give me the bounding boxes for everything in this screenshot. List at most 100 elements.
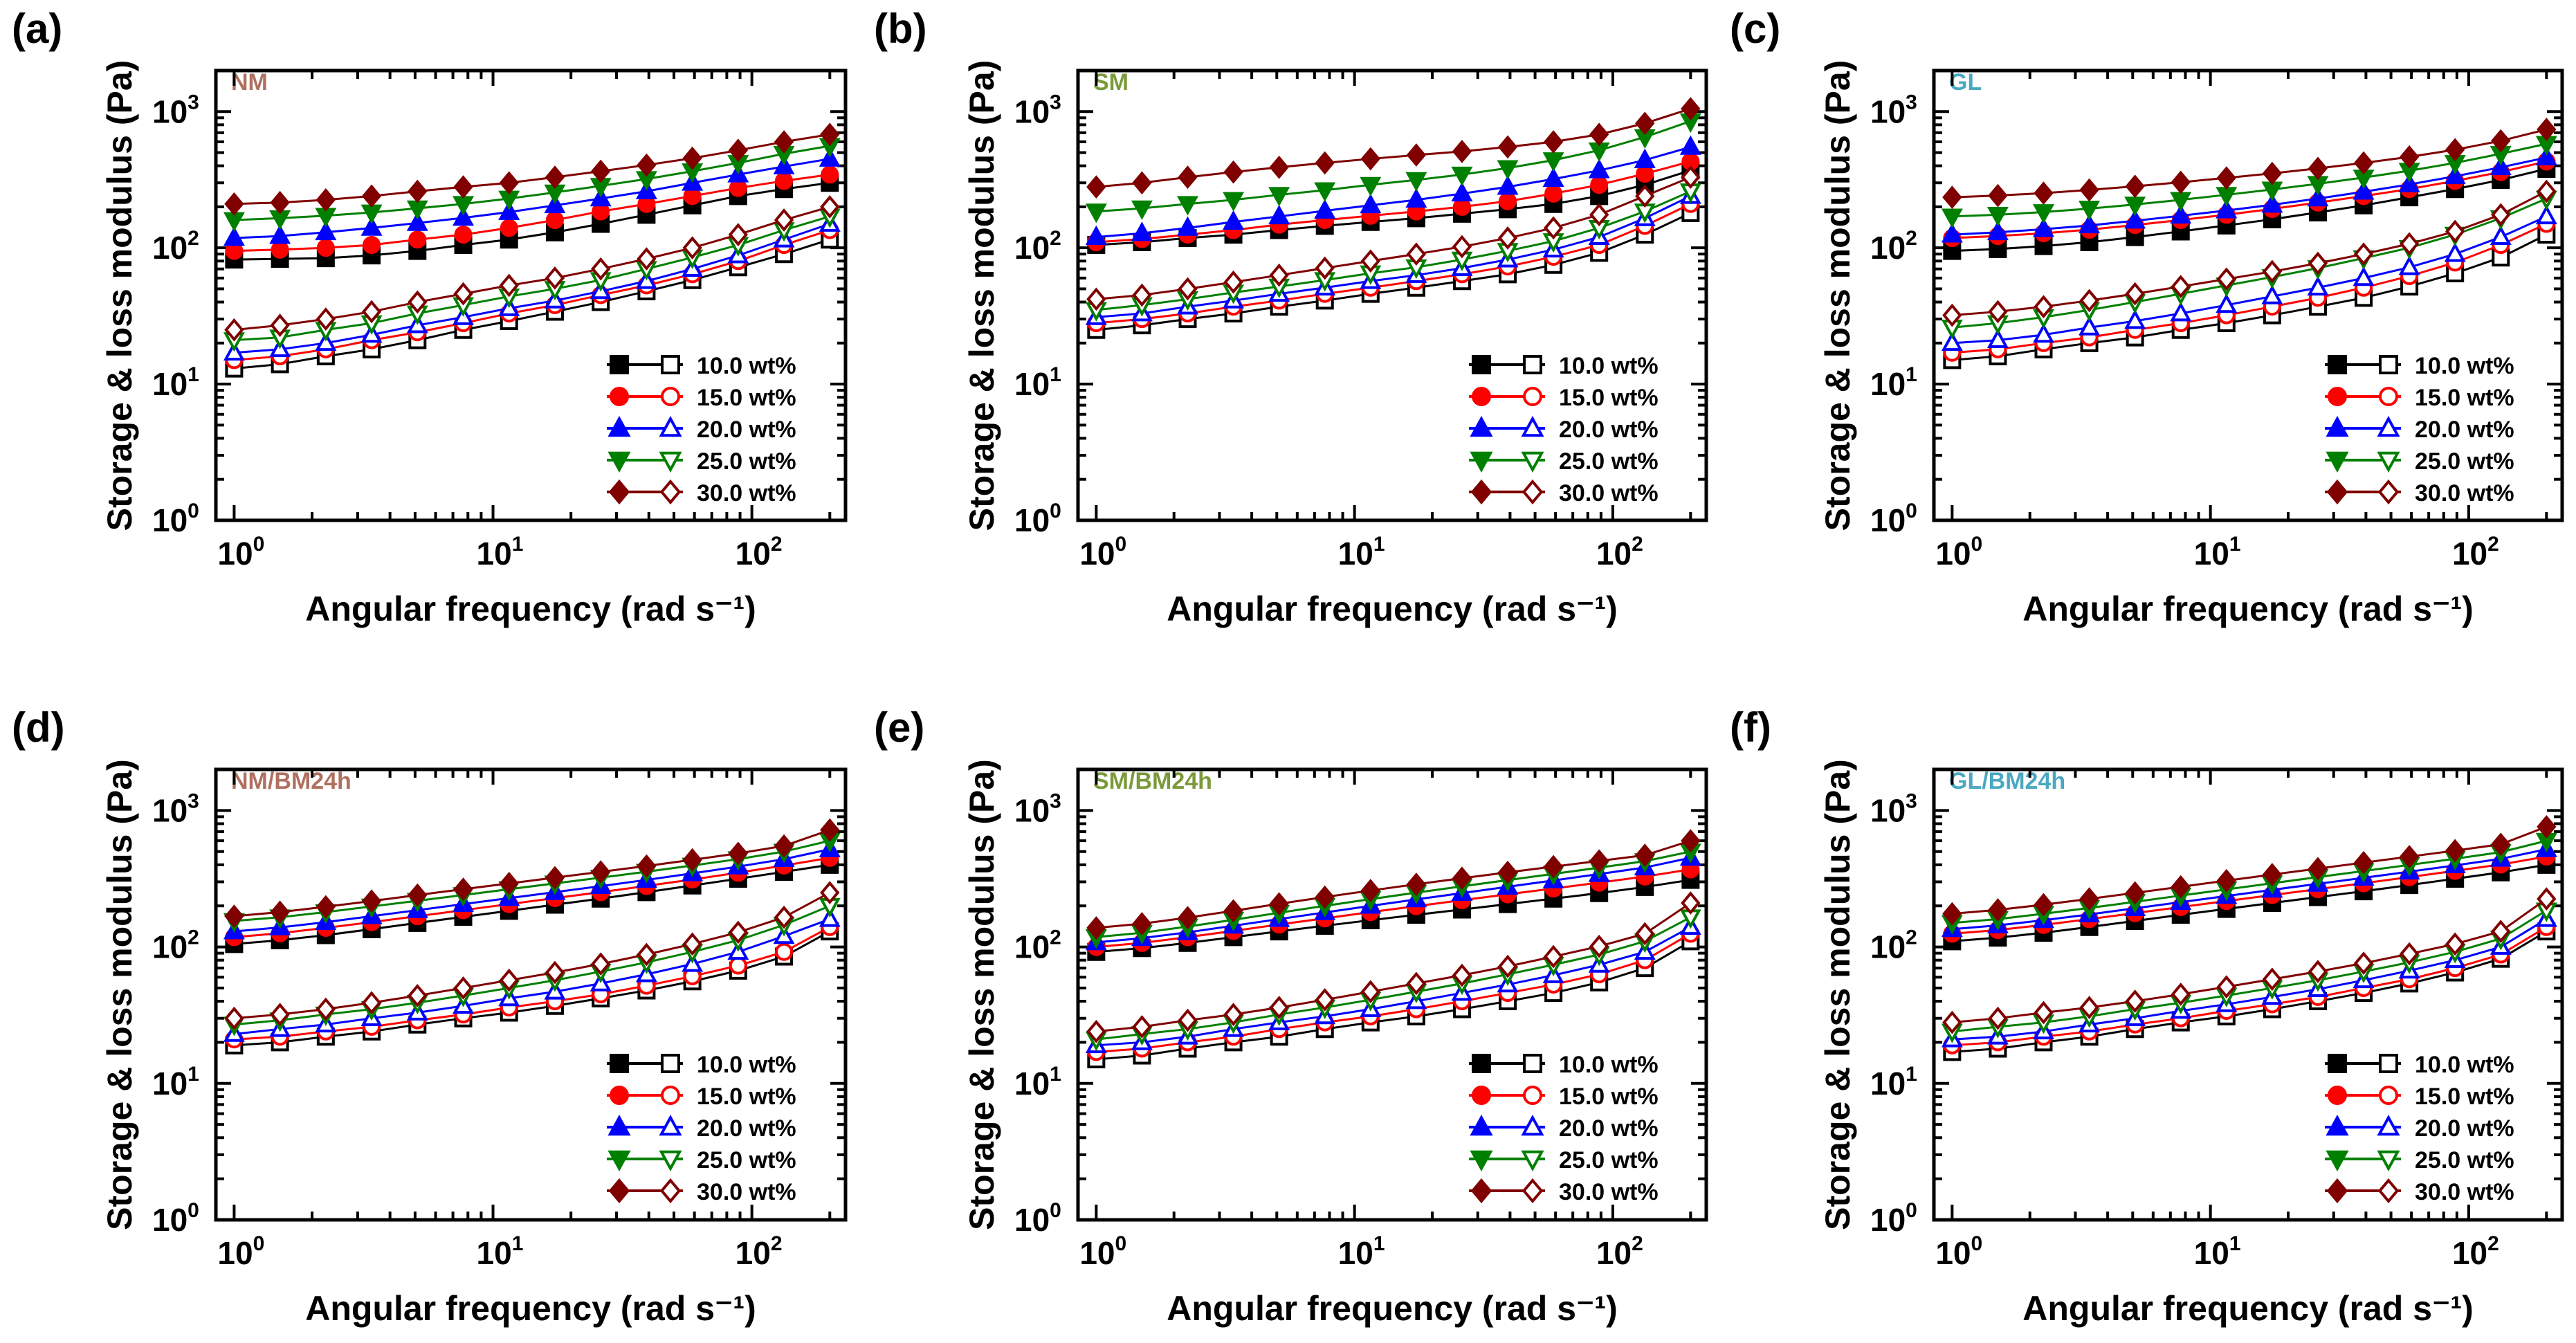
storage-point	[1988, 898, 2008, 922]
loss-modulus-line	[234, 904, 830, 1026]
storage-point	[2262, 161, 2283, 185]
y-tick-label: 102	[152, 227, 199, 266]
loss-modulus-line	[1096, 926, 1692, 1047]
panel-label: (f)	[1730, 704, 1771, 751]
storage-point	[270, 190, 290, 214]
legend-entry: 15.0 wt%	[2325, 385, 2514, 411]
storage-point	[2125, 881, 2145, 905]
storage-point	[406, 211, 428, 231]
legend-open-marker	[2377, 451, 2400, 473]
loss-modulus-line	[234, 917, 830, 1035]
loss-point	[2353, 242, 2374, 266]
legend-open-marker	[659, 1178, 682, 1204]
legend-filled-marker	[608, 1115, 631, 1136]
x-tick-label: 100	[1079, 533, 1126, 572]
storage-point	[2034, 181, 2054, 205]
y-tick-label: 102	[1870, 926, 1917, 965]
legend-filled-marker	[1470, 451, 1493, 473]
loss-point	[1589, 934, 1609, 958]
storage-point	[499, 171, 519, 195]
x-tick-label: 102	[736, 1232, 783, 1271]
storage-point	[1452, 197, 1471, 216]
series-20-0wt	[223, 837, 841, 1042]
loss-point	[2399, 232, 2420, 256]
storage-point	[2444, 164, 2466, 185]
legend-open-marker	[659, 1115, 682, 1136]
storage-point	[1177, 196, 1198, 216]
legend-entry: 10.0 wt%	[607, 353, 796, 379]
storage-point	[500, 219, 518, 237]
legend-filled-marker	[1470, 416, 1493, 437]
legend-open-marker	[661, 1054, 680, 1073]
legend-filled-marker	[1471, 1086, 1492, 1105]
legend-open-marker	[2378, 387, 2399, 406]
legend-filled-marker	[1470, 1178, 1492, 1204]
panel-label: (c)	[1730, 6, 1780, 52]
y-axis-label: Storage & loss modulus (Pa)	[962, 60, 1001, 531]
y-tick-label: 101	[152, 1063, 199, 1102]
loss-point	[1178, 277, 1198, 301]
series-30-0wt	[1942, 815, 2557, 1034]
storage-point	[1635, 111, 1655, 136]
panel-label: (e)	[874, 704, 924, 751]
loss-point	[2216, 293, 2238, 313]
legend-open-marker	[1521, 1150, 1544, 1171]
sample-label: SM	[1093, 69, 1129, 95]
legend-label: 15.0 wt%	[1559, 385, 1659, 411]
loss-point	[316, 997, 336, 1021]
storage-modulus-line	[1096, 857, 1691, 944]
storage-point	[2079, 178, 2099, 202]
storage-point	[224, 904, 244, 928]
loss-point	[1315, 256, 1335, 280]
loss-point	[2171, 983, 2191, 1006]
series-20-0wt	[223, 147, 841, 361]
legend-label: 10.0 wt%	[2415, 353, 2514, 379]
loss-point	[361, 300, 382, 324]
x-tick-label: 101	[1338, 533, 1385, 572]
storage-point	[2079, 201, 2101, 221]
storage-modulus-line	[234, 839, 830, 922]
storage-point	[2171, 170, 2191, 194]
loss-point	[224, 318, 244, 342]
storage-point	[820, 122, 840, 147]
legend-filled-marker	[1470, 1115, 1493, 1136]
loss-point	[2125, 282, 2145, 306]
chart-panel-a: (a) NM 100 101 102 100 101 102 103 Angular freque…	[12, 6, 848, 628]
sample-label: NM/BM24h	[231, 768, 351, 794]
storage-point	[820, 818, 840, 842]
loss-point	[2537, 179, 2557, 203]
legend-open-marker	[1521, 451, 1544, 473]
legend-label: 30.0 wt%	[1559, 1179, 1659, 1205]
storage-point	[1452, 139, 1472, 163]
loss-point	[1223, 270, 1243, 294]
legend-label: 30.0 wt%	[2415, 480, 2514, 506]
legend-filled-marker	[2326, 479, 2348, 505]
loss-point	[2261, 284, 2283, 304]
storage-point	[2125, 174, 2145, 199]
storage-point	[1223, 160, 1243, 184]
y-tick-label: 100	[152, 1199, 199, 1238]
storage-modulus-line	[1096, 120, 1691, 213]
legend-open-marker	[1522, 1178, 1544, 1204]
x-tick-label: 102	[1596, 533, 1643, 572]
storage-point	[1131, 200, 1153, 220]
loss-point	[1589, 203, 1609, 227]
x-tick-label: 100	[217, 1232, 264, 1271]
loss-point	[315, 331, 337, 351]
storage-point	[1986, 206, 2009, 227]
storage-point	[545, 866, 565, 890]
loss-point	[1986, 328, 2009, 348]
legend-open-marker	[1523, 1054, 1542, 1073]
legend-label: 10.0 wt%	[1559, 1052, 1659, 1078]
y-axis-label: Storage & loss modulus (Pa)	[1818, 759, 1857, 1230]
storage-point	[2537, 815, 2557, 839]
plot-frame	[1076, 767, 1708, 1222]
loss-point	[682, 932, 702, 956]
sample-label: SM/BM24h	[1093, 768, 1212, 794]
storage-point	[1315, 885, 1335, 909]
storage-point	[316, 239, 335, 257]
storage-point	[2033, 217, 2054, 237]
storage-point	[544, 193, 566, 214]
loss-point	[1681, 891, 1701, 915]
storage-point	[2308, 857, 2328, 881]
